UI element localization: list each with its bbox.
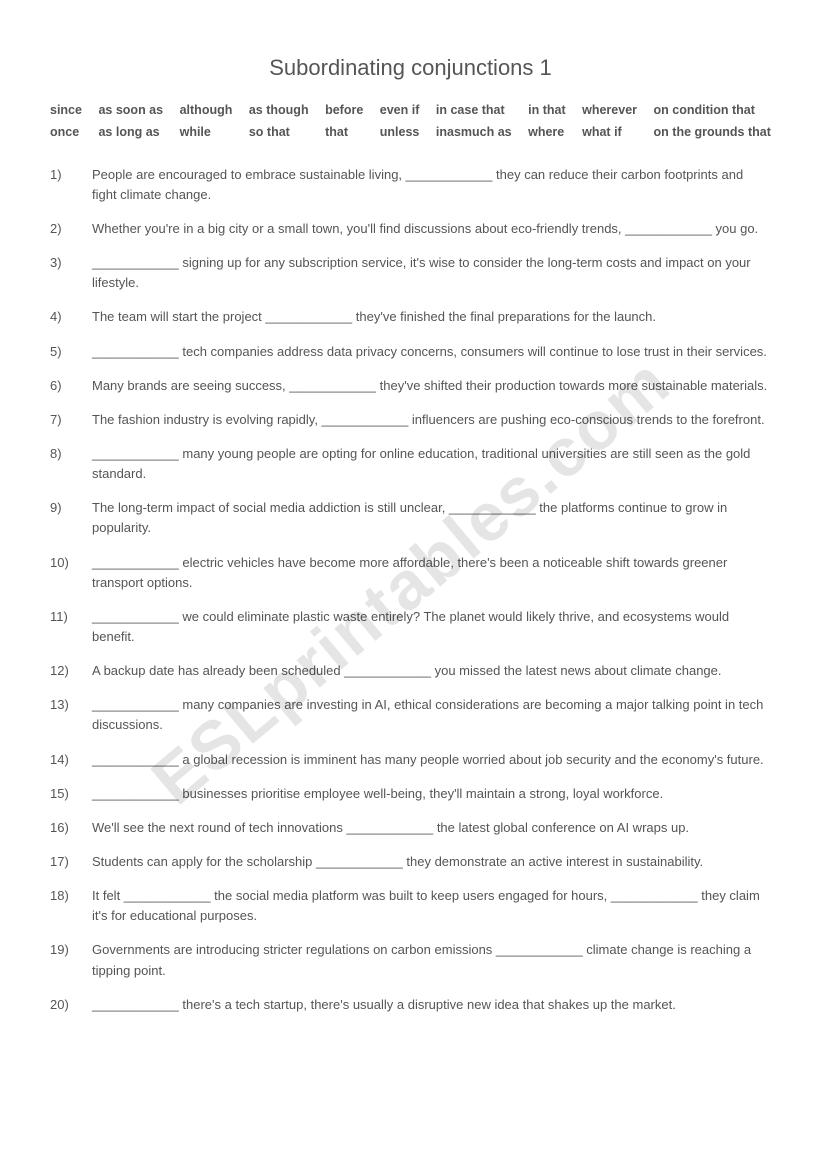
word-bank-item: once xyxy=(50,125,82,139)
question-row: 10) ____________ electric vehicles have b… xyxy=(50,553,771,593)
word-bank-item: on the grounds that xyxy=(654,125,771,139)
question-number: 2) xyxy=(50,219,78,239)
question-row: 15) ____________ businesses prioritise em… xyxy=(50,784,771,804)
question-text: Many brands are seeing success, ________… xyxy=(92,376,771,396)
question-number: 14) xyxy=(50,750,78,770)
word-bank-item: as long as xyxy=(98,125,163,139)
question-text: ____________ there's a tech startup, the… xyxy=(92,995,771,1015)
question-text: It felt ____________ the social media pl… xyxy=(92,886,771,926)
question-number: 10) xyxy=(50,553,78,573)
question-text: We'll see the next round of tech innovat… xyxy=(92,818,771,838)
question-text: ____________ a global recession is immin… xyxy=(92,750,771,770)
word-bank-item: although xyxy=(180,103,233,117)
question-text: Students can apply for the scholarship _… xyxy=(92,852,771,872)
question-number: 20) xyxy=(50,995,78,1015)
question-row: 7) The fashion industry is evolving rapid… xyxy=(50,410,771,430)
word-bank-item: as though xyxy=(249,103,309,117)
word-bank-item: unless xyxy=(380,125,420,139)
question-text: ____________ many companies are investin… xyxy=(92,695,771,735)
question-row: 2) Whether you're in a big city or a smal… xyxy=(50,219,771,239)
question-text: ____________ we could eliminate plastic … xyxy=(92,607,771,647)
question-row: 18) It felt ____________ the social media… xyxy=(50,886,771,926)
question-number: 9) xyxy=(50,498,78,518)
question-row: 1) People are encouraged to embrace susta… xyxy=(50,165,771,205)
word-bank-item: even if xyxy=(380,103,420,117)
question-number: 17) xyxy=(50,852,78,872)
question-number: 19) xyxy=(50,940,78,960)
word-bank-item: inasmuch as xyxy=(436,125,512,139)
question-text: The long-term impact of social media add… xyxy=(92,498,771,538)
word-bank-item: what if xyxy=(582,125,637,139)
question-row: 19) Governments are introducing stricter … xyxy=(50,940,771,980)
word-bank-item: on condition that xyxy=(654,103,771,117)
question-row: 14) ____________ a global recession is im… xyxy=(50,750,771,770)
page-title: Subordinating conjunctions 1 xyxy=(50,55,771,81)
question-row: 17) Students can apply for the scholarshi… xyxy=(50,852,771,872)
question-number: 8) xyxy=(50,444,78,464)
question-text: People are encouraged to embrace sustain… xyxy=(92,165,771,205)
question-text: ____________ tech companies address data… xyxy=(92,342,771,362)
worksheet-page: ESLprintables.com Subordinating conjunct… xyxy=(0,0,821,1161)
word-bank-item: while xyxy=(180,125,233,139)
question-number: 12) xyxy=(50,661,78,681)
question-text: ____________ businesses prioritise emplo… xyxy=(92,784,771,804)
question-text: The fashion industry is evolving rapidly… xyxy=(92,410,771,430)
word-bank-item: where xyxy=(528,125,566,139)
word-bank-item: in that xyxy=(528,103,566,117)
question-row: 13) ____________ many companies are inves… xyxy=(50,695,771,735)
question-row: 16) We'll see the next round of tech inno… xyxy=(50,818,771,838)
question-row: 9) The long-term impact of social media a… xyxy=(50,498,771,538)
word-bank-item: that xyxy=(325,125,363,139)
questions-list: 1) People are encouraged to embrace susta… xyxy=(50,165,771,1015)
question-number: 7) xyxy=(50,410,78,430)
question-row: 20) ____________ there's a tech startup, … xyxy=(50,995,771,1015)
word-bank-item: since xyxy=(50,103,82,117)
question-row: 4) The team will start the project ______… xyxy=(50,307,771,327)
question-number: 1) xyxy=(50,165,78,185)
question-text: Governments are introducing stricter reg… xyxy=(92,940,771,980)
question-text: ____________ signing up for any subscrip… xyxy=(92,253,771,293)
question-text: Whether you're in a big city or a small … xyxy=(92,219,771,239)
question-text: The team will start the project ________… xyxy=(92,307,771,327)
question-text: ____________ electric vehicles have beco… xyxy=(92,553,771,593)
question-row: 11) ____________ we could eliminate plast… xyxy=(50,607,771,647)
question-number: 13) xyxy=(50,695,78,715)
question-number: 18) xyxy=(50,886,78,906)
word-bank-item: so that xyxy=(249,125,309,139)
word-bank-item: as soon as xyxy=(98,103,163,117)
question-number: 5) xyxy=(50,342,78,362)
word-bank-item: in case that xyxy=(436,103,512,117)
question-row: 6) Many brands are seeing success, ______… xyxy=(50,376,771,396)
question-number: 16) xyxy=(50,818,78,838)
question-number: 6) xyxy=(50,376,78,396)
question-number: 3) xyxy=(50,253,78,273)
word-bank: since as soon as although as though befo… xyxy=(50,103,771,139)
question-number: 11) xyxy=(50,607,78,627)
question-text: ____________ many young people are optin… xyxy=(92,444,771,484)
question-row: 8) ____________ many young people are opt… xyxy=(50,444,771,484)
question-number: 4) xyxy=(50,307,78,327)
question-number: 15) xyxy=(50,784,78,804)
question-text: A backup date has already been scheduled… xyxy=(92,661,771,681)
word-bank-item: before xyxy=(325,103,363,117)
question-row: 5) ____________ tech companies address da… xyxy=(50,342,771,362)
question-row: 3) ____________ signing up for any subscr… xyxy=(50,253,771,293)
word-bank-item: wherever xyxy=(582,103,637,117)
question-row: 12) A backup date has already been schedu… xyxy=(50,661,771,681)
